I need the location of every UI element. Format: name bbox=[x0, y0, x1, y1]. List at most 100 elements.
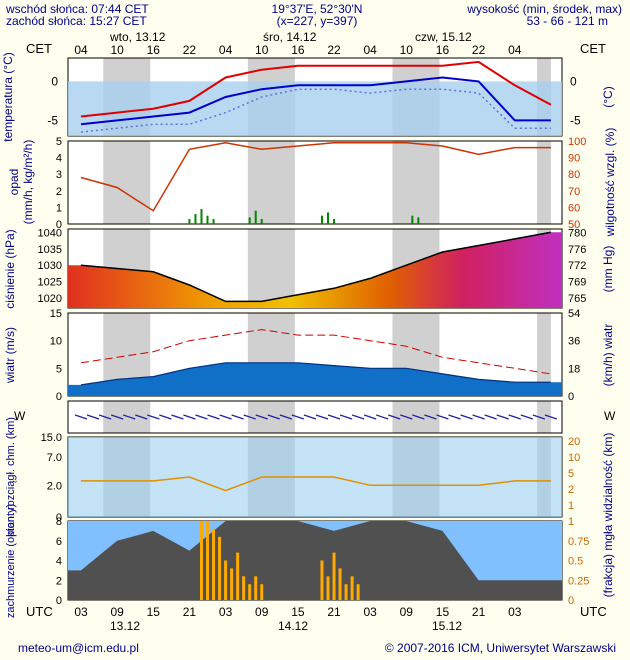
bottom-day-label: 15.12 bbox=[432, 619, 462, 633]
fog-bar bbox=[242, 576, 246, 600]
top-hour-tick: 04 bbox=[219, 43, 233, 57]
pressure-ytick-right: 772 bbox=[568, 260, 586, 272]
wind-gust-line bbox=[80, 329, 551, 375]
pressure-ytick: 1020 bbox=[38, 293, 62, 305]
pressure-ytick-right: 765 bbox=[568, 293, 586, 305]
wind-direction-arrow bbox=[303, 414, 317, 420]
bottom-hour-tick: 03 bbox=[74, 605, 88, 619]
visibility-line bbox=[81, 476, 551, 492]
pressure-ytick-right: 776 bbox=[568, 244, 586, 256]
precip-ytick: 0 bbox=[56, 219, 62, 231]
visibility-ytick-right: 1 bbox=[568, 500, 574, 512]
cloud-ytick: 2 bbox=[56, 575, 62, 587]
visibility-ytick: 15.0 bbox=[41, 432, 62, 444]
top-hour-tick: 16 bbox=[436, 43, 450, 57]
altitude-label: wysokość (min, środek, max) bbox=[467, 2, 622, 16]
wind-direction-arrow bbox=[376, 414, 389, 420]
precip-panel-day-band bbox=[537, 141, 551, 224]
precip-ytick: 1 bbox=[56, 202, 62, 214]
top-tz-label-right: CET bbox=[580, 41, 606, 56]
wind-direction-arrow bbox=[183, 414, 196, 420]
bottom-hour-tick: 03 bbox=[219, 605, 233, 619]
fog-bar bbox=[212, 528, 216, 600]
wind-direction-arrow bbox=[424, 414, 437, 420]
top-hour-tick: 22 bbox=[327, 43, 341, 57]
humidity-ytick: 90 bbox=[568, 153, 580, 165]
humidity-line bbox=[80, 141, 551, 212]
wind-direction-arrow bbox=[436, 414, 449, 420]
footer-email[interactable]: meteo-um@icm.edu.pl bbox=[18, 641, 139, 655]
fog-bar bbox=[350, 576, 354, 600]
wind-speed-area bbox=[68, 362, 562, 396]
wind-ylabel: wiatr (m/s) bbox=[3, 327, 17, 384]
compass-w-right: W bbox=[604, 409, 616, 423]
cloud-ytick: 4 bbox=[56, 556, 62, 568]
wind-ytick: 10 bbox=[50, 336, 62, 348]
top-hour-tick: 22 bbox=[472, 43, 486, 57]
bottom-tz-label: UTC bbox=[26, 604, 53, 619]
altitude-values: 53 - 66 - 121 m bbox=[526, 14, 608, 28]
precip-ytick: 2 bbox=[56, 186, 62, 198]
top-hour-tick: 04 bbox=[508, 43, 522, 57]
wind-direction-arrow bbox=[400, 414, 413, 420]
visibility-ylabel-right: widzialność (km) bbox=[601, 433, 615, 523]
visibility-ylabel: pion. rozciągł. chm. (km) bbox=[5, 417, 17, 537]
bottom-hour-tick: 09 bbox=[255, 605, 269, 619]
wind-direction-arrow bbox=[86, 414, 100, 420]
fog-bar bbox=[320, 560, 324, 600]
precip-ytick: 5 bbox=[56, 136, 62, 148]
precip-bar bbox=[212, 219, 215, 224]
precip-panel-day-band bbox=[392, 141, 440, 224]
bottom-hour-tick: 15 bbox=[291, 605, 305, 619]
precip-bar bbox=[327, 212, 329, 224]
cloud-cover-area bbox=[68, 521, 562, 600]
precip-ytick: 4 bbox=[56, 153, 62, 165]
precip-bar bbox=[333, 219, 336, 224]
humidity-ytick: 80 bbox=[568, 169, 580, 181]
wind-direction-arrow bbox=[339, 414, 353, 420]
visibility-ytick-right: 5 bbox=[568, 468, 574, 480]
sunrise-text: wschód słońca: 07:44 CET bbox=[6, 2, 149, 16]
wind-direction-arrow bbox=[159, 414, 172, 420]
grid-text: (x=227, y=397) bbox=[276, 14, 358, 28]
fog-bar bbox=[248, 584, 252, 600]
pressure-line bbox=[80, 231, 552, 303]
wind-direction-arrow bbox=[123, 414, 136, 420]
pressure-panel-day-band bbox=[247, 229, 295, 308]
temp-ylabel-right: (°C) bbox=[601, 86, 615, 107]
precip-bar bbox=[200, 209, 203, 224]
bottom-day-label: 13.12 bbox=[110, 619, 140, 633]
bottom-hour-tick: 09 bbox=[400, 605, 414, 619]
wind-ytick-right: 36 bbox=[568, 336, 580, 348]
bottom-tz-label-right: UTC bbox=[580, 604, 607, 619]
cloud-ytick: 0 bbox=[56, 595, 62, 607]
precip-bar bbox=[417, 217, 420, 224]
wind-direction-panel-frame bbox=[67, 400, 563, 434]
precip-bar bbox=[188, 219, 191, 224]
visibility-ytick-right: 20 bbox=[568, 436, 580, 448]
wind-direction-arrow bbox=[448, 414, 461, 420]
humidity-ylabel: wilgotność wzgl. (%) bbox=[603, 128, 617, 238]
top-hour-tick: 16 bbox=[291, 43, 305, 57]
bottom-hour-tick: 21 bbox=[183, 605, 197, 619]
fog-ytick: 1 bbox=[568, 516, 574, 528]
visibility-ytick: 0 bbox=[56, 512, 62, 524]
visibility-ytick: 7.0 bbox=[47, 452, 62, 464]
fog-bar bbox=[338, 568, 342, 600]
precip-bar bbox=[194, 214, 197, 224]
temp-max-line bbox=[80, 60, 552, 118]
top-day-label: śro, 14.12 bbox=[263, 30, 317, 44]
wind-direction-arrow bbox=[74, 414, 88, 420]
wind-direction-arrow bbox=[207, 414, 220, 420]
fog-ytick: 0.5 bbox=[568, 556, 583, 568]
bottom-hour-tick: 15 bbox=[147, 605, 161, 619]
pressure-ylabel: ciśnienie (hPa) bbox=[3, 229, 17, 308]
wind-direction-arrow bbox=[363, 414, 377, 420]
temp-ytick-right: -5 bbox=[570, 113, 581, 127]
wind-direction-arrow bbox=[496, 414, 509, 420]
bottom-hour-tick: 21 bbox=[327, 605, 341, 619]
precip-bar bbox=[411, 215, 414, 224]
wind-direction-arrow bbox=[243, 414, 256, 420]
precip-panel-frame bbox=[67, 140, 563, 225]
